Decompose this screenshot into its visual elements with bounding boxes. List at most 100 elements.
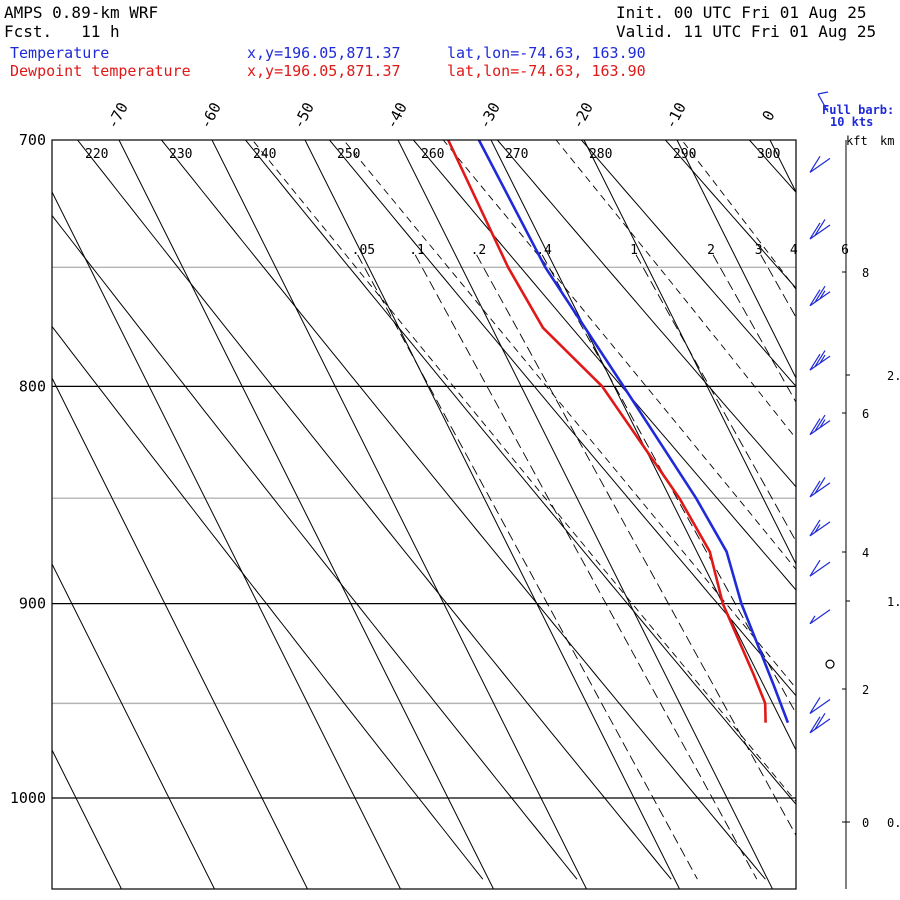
temperature-latlon: lat,lon=-74.63, 163.90: [447, 44, 646, 62]
isotherm: [118, 140, 494, 889]
moist-adiabat: [555, 140, 796, 440]
theta-label: 220: [85, 147, 108, 162]
dry-adiabat: [244, 140, 796, 806]
wind-barb-half-feather: [819, 419, 826, 428]
mixing-ratio-label: 3: [755, 243, 763, 258]
barb-legend-staff: [817, 93, 829, 113]
temperature-tick-label: -20: [568, 99, 597, 131]
temperature-tick-label: -60: [196, 99, 225, 131]
temperature-tick-label: -30: [475, 99, 504, 131]
wind-barb: [809, 609, 831, 625]
wind-barb-feather: [809, 353, 821, 371]
barb-legend-flag: [817, 91, 829, 95]
mixing-ratio-line: [476, 254, 796, 837]
dry-adiabat: [893, 114, 900, 880]
wind-barb: [809, 519, 831, 537]
kft-header: kft: [846, 134, 868, 148]
wind-barb-feather: [809, 156, 821, 173]
wind-barb-staff: [809, 157, 831, 173]
kft-tick-label: 4: [862, 546, 869, 560]
forecast-hour: Fcst. 11 h: [4, 22, 120, 41]
wind-barb-feather: [814, 477, 826, 494]
wind-barb-feather: [809, 289, 821, 307]
pressure-tick-label: 900: [19, 595, 46, 613]
wind-barb-feather: [814, 414, 826, 432]
dry-adiabat: [664, 140, 796, 289]
wind-barb: [809, 285, 831, 307]
temperature-xy: x,y=196.05,871.37: [247, 44, 401, 62]
wind-barb: [809, 697, 831, 714]
isotherm: [52, 376, 308, 889]
dry-adiabat: [748, 140, 796, 193]
wind-barb-feather: [809, 418, 821, 435]
theta-label: 290: [673, 147, 696, 162]
pressure-tick-label: 700: [19, 131, 46, 149]
calm-wind-circle: [825, 659, 835, 669]
kft-tick-label: 6: [862, 407, 869, 421]
isotherm: [397, 140, 773, 889]
dry-adiabat: [809, 114, 900, 880]
mixing-ratio-line: [541, 254, 796, 715]
wind-barb: [809, 559, 831, 577]
wind-barb-feather: [809, 559, 821, 577]
wind-barb-feather: [809, 697, 821, 714]
mixing-ratio-label: 2: [707, 243, 715, 258]
wind-barb-half-feather: [819, 290, 826, 300]
barb-legend-line2: 10 kts: [830, 115, 873, 129]
mixing-ratio-label: .4: [536, 243, 552, 258]
wind-barb: [809, 713, 831, 734]
wind-barb-feather: [809, 716, 821, 734]
dry-adiabat: [328, 140, 796, 697]
dry-adiabat: [496, 140, 796, 488]
isotherm: [211, 140, 587, 889]
dewpoint-latlon: lat,lon=-74.63, 163.90: [447, 62, 646, 80]
mixing-ratio-line: [414, 254, 758, 880]
wind-barb-half-feather: [814, 524, 821, 533]
km-tick-label: 2.: [887, 369, 900, 383]
theta-label: 260: [421, 147, 444, 162]
temperature-tick-label: 0: [759, 107, 779, 123]
plot-frame: [51, 139, 797, 890]
theta-label: 280: [589, 147, 612, 162]
dewpoint-profile-line: [447, 140, 767, 723]
mixing-ratio-line: [795, 254, 796, 256]
isotherm: [490, 140, 796, 752]
mixing-ratio-line: [357, 254, 698, 880]
theta-label: 300: [757, 147, 780, 162]
mixing-ratio-line: [847, 255, 900, 879]
wind-barb-staff: [809, 698, 831, 714]
wind-barb-feather: [814, 350, 826, 367]
dry-adiabat: [52, 325, 484, 880]
km-header: km: [880, 134, 894, 148]
isotherm: [52, 190, 401, 889]
wind-barb-half-feather: [819, 354, 826, 364]
theta-label: 270: [505, 147, 528, 162]
dry-adiabat: [580, 140, 796, 388]
moist-adiabat: [251, 140, 796, 803]
wind-barb-staff: [809, 224, 831, 240]
temperature-tick-label: -50: [289, 99, 318, 131]
wind-barb-half-feather: [809, 615, 816, 625]
dry-adiabat: [52, 214, 578, 880]
isotherm: [304, 140, 680, 889]
wind-barb-staff: [809, 561, 831, 577]
mixing-ratio-label: .05: [352, 243, 375, 258]
model-title: AMPS 0.89-km WRF: [4, 3, 159, 22]
dry-adiabat: [412, 140, 796, 591]
theta-label: 250: [337, 147, 360, 162]
kft-tick-label: 0: [862, 816, 869, 830]
mixing-ratio-label: 6: [841, 243, 849, 258]
wind-barb-feather: [814, 285, 826, 303]
isotherm: [676, 140, 796, 380]
isotherm: [52, 748, 122, 889]
wind-barb-staff: [809, 718, 831, 734]
mixing-ratio-label: 1: [630, 243, 638, 258]
theta-label: 230: [169, 147, 192, 162]
km-tick-label: 1.: [887, 595, 900, 609]
temperature-tick-label: -70: [103, 99, 132, 131]
wind-barb-feather: [809, 222, 821, 240]
isotherm: [863, 140, 900, 889]
isotherm: [52, 562, 215, 889]
barb-legend-line1: Full barb:: [822, 103, 894, 117]
